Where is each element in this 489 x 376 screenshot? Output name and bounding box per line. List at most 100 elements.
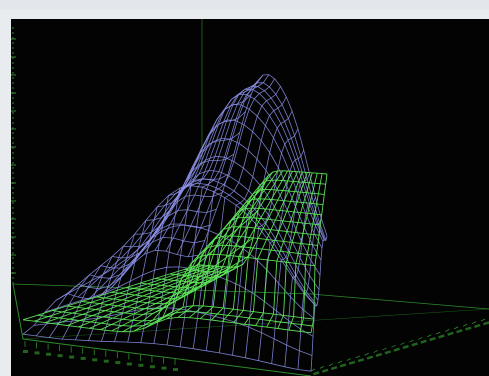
green-surface-column-line (89, 266, 229, 329)
blue-surface-row-line (22, 333, 312, 372)
blue-surface-column-line (166, 74, 264, 346)
green-surface-column-line (111, 266, 239, 332)
x-axis-tick-label (149, 365, 155, 369)
blue-surface-column-line (297, 218, 322, 370)
y-axis-tick (400, 342, 405, 346)
green-surface-column-line (233, 171, 293, 324)
y-axis-tick (480, 318, 486, 322)
green-surface-column-line (45, 265, 209, 324)
surface-plot[interactable] (11, 19, 489, 376)
blue-surface-row-line (121, 137, 321, 277)
y-axis-tick (436, 331, 441, 335)
y-axis-tick (337, 360, 343, 364)
y-axis-tick-label (321, 368, 329, 373)
green-surface-column-line (266, 172, 308, 328)
y-axis-tick-label (438, 334, 445, 339)
y-axis-tick (355, 355, 360, 359)
blue-surface-column-line (205, 86, 281, 351)
x-axis-tick-label (34, 351, 40, 355)
y-axis-tick-label (474, 323, 481, 329)
green-surface-column-line (133, 255, 249, 332)
y-axis-tick-label (366, 355, 374, 360)
x-axis-tick-label (115, 361, 121, 365)
y-axis-tick-label (384, 350, 392, 355)
y-axis-tick-label (465, 326, 472, 331)
green-surface-column-line (299, 173, 323, 332)
blue-surface-column-line (179, 74, 270, 347)
y-axis-tick (382, 347, 387, 351)
y-axis-tick-label (375, 352, 383, 357)
green-surface-column-line (144, 237, 254, 329)
green-surface-column-line (56, 265, 214, 325)
green-surface-column-line (277, 172, 313, 329)
blue-surface-column-line (271, 173, 310, 364)
y-axis-tick-label (429, 337, 436, 342)
green-surface-column-line (33, 264, 205, 322)
y-axis-tick-label (483, 321, 489, 326)
x-axis-tick-label (173, 368, 178, 371)
y-axis-tick (364, 352, 369, 356)
y-axis-tick-label (447, 331, 454, 336)
y-axis-tick-label (420, 339, 427, 344)
y-axis-tick (471, 321, 477, 324)
y-axis-tick (310, 368, 316, 372)
y-axis-tick-label (411, 342, 418, 347)
y-axis-tick (319, 366, 325, 369)
y-axis-tick-label (357, 358, 365, 363)
y-axis-tick-label (313, 371, 320, 376)
x-axis-tick-label (57, 354, 63, 358)
x-axis-tick-label (161, 366, 167, 370)
x-axis-tick-label (23, 350, 28, 353)
blue-surface-column-line (35, 237, 205, 337)
green-surface-column-line (288, 173, 318, 331)
green-surface-column-line (166, 187, 264, 320)
y-axis-tick (328, 363, 334, 367)
y-axis-tick-label (339, 363, 347, 368)
y-axis-tick (391, 344, 396, 348)
green-surface-column-line (67, 265, 219, 326)
blue-surface-column-line (22, 249, 200, 335)
x-axis-tick-label (92, 358, 98, 362)
y-axis-tick (409, 339, 414, 343)
x-axis-tick-label (138, 363, 144, 367)
base-diagonal-edge (22, 308, 489, 340)
x-axis-tick-label (126, 362, 132, 366)
blue-surface-column-line (245, 128, 299, 358)
y-axis-tick (462, 323, 468, 327)
y-axis-tick (418, 337, 423, 340)
green-surface-column-line (222, 170, 288, 322)
green-surface-column-line (210, 170, 284, 321)
y-axis-tick-label (330, 365, 338, 371)
green-surface-column-line (100, 266, 234, 331)
green-surface-column-line (22, 264, 200, 321)
blue-surface-column-line (114, 132, 240, 342)
surface-plot-viewport[interactable] (11, 19, 489, 376)
blue-surface-row-line (176, 86, 326, 255)
y-axis-tick-label (393, 347, 400, 352)
green-surface-column-line (122, 263, 244, 332)
y-axis-tick (346, 358, 351, 361)
x-axis-tick-label (103, 359, 109, 363)
y-axis-tick-label (348, 360, 356, 365)
green-surface-column-line (199, 170, 279, 320)
green-surface-column-line (310, 173, 328, 333)
y-axis-tick-label (456, 329, 463, 334)
y-axis-tick (427, 334, 432, 338)
y-axis-tick (453, 326, 459, 330)
blue-surface-column-line (101, 153, 235, 342)
green-surface-column-line (155, 210, 259, 324)
x-axis-tick-label (80, 356, 86, 360)
blue-surface-column-line (48, 223, 211, 338)
blue-surface-column-line (88, 173, 229, 341)
blue-surface-column-line (61, 208, 217, 340)
y-axis-tick (445, 329, 450, 332)
x-axis-tick-label (46, 352, 52, 356)
blue-surface-column-line (127, 111, 246, 343)
green-surface-column-line (188, 171, 274, 319)
y-axis-tick-label (402, 344, 409, 350)
blue-surface-column-line (192, 78, 275, 349)
blue-surface-column-line (310, 235, 328, 372)
green-surface-column-line (244, 171, 298, 325)
green-surface-column-line (255, 171, 303, 326)
